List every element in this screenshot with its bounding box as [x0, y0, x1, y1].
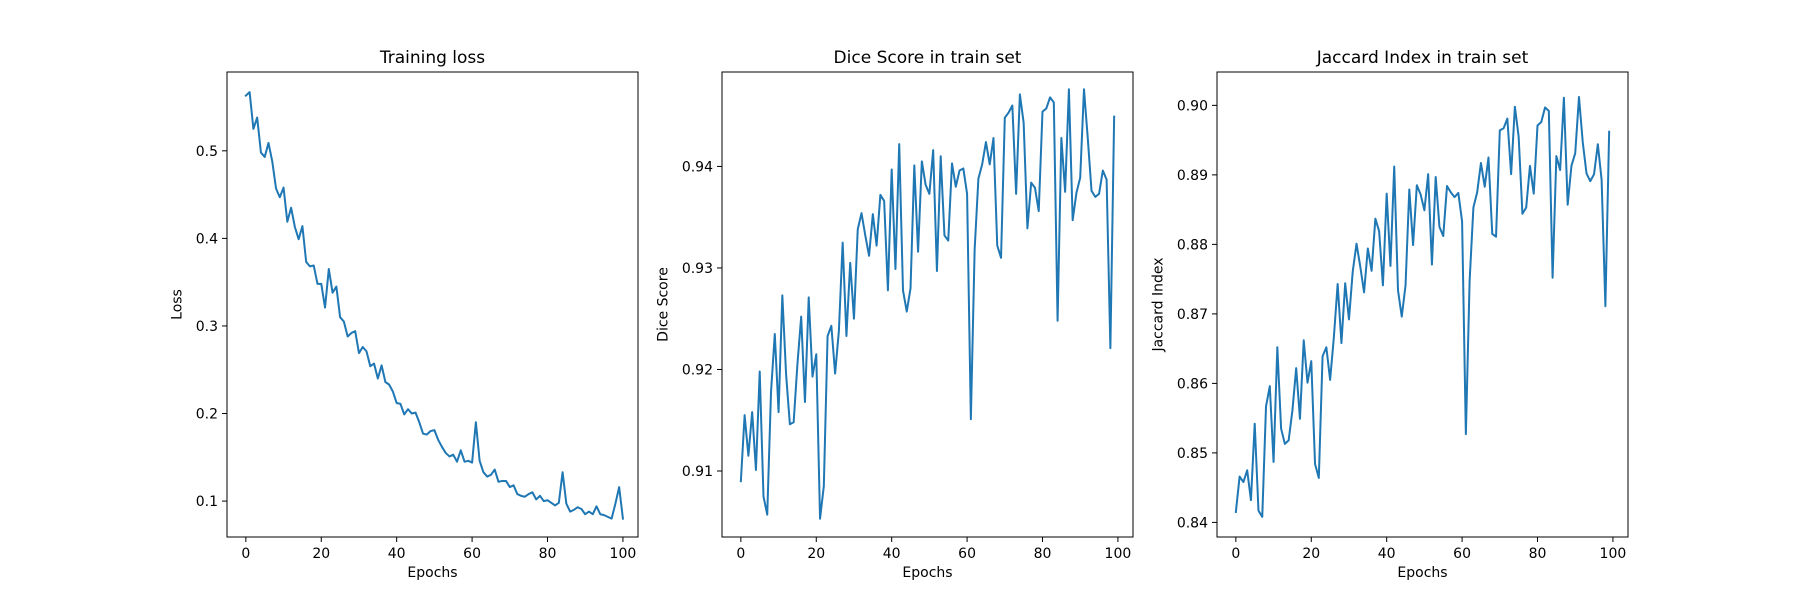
chart-1-axes-frame	[226, 71, 639, 538]
chart-1-xlabel: Epochs	[407, 565, 457, 581]
y-tick-label: 0.87	[1177, 307, 1208, 323]
x-tick-label: 40	[883, 546, 901, 562]
x-tick-label: 40	[1378, 546, 1396, 562]
chart-3-title: Jaccard Index in train set	[1316, 48, 1529, 68]
y-tick-label: 0.90	[1177, 98, 1208, 114]
chart-2-axes-frame	[721, 71, 1134, 538]
y-tick-label: 0.91	[682, 464, 713, 480]
y-tick-label: 0.4	[196, 231, 218, 247]
chart-3-series-1-line	[1234, 96, 1611, 518]
chart-2-xlabel: Epochs	[902, 565, 952, 581]
y-tick-label: 0.84	[1177, 515, 1208, 531]
x-tick-label: 60	[1453, 546, 1471, 562]
chart-3-xlabel: Epochs	[1397, 565, 1447, 581]
x-tick-label: 0	[241, 546, 250, 562]
x-tick-label: 100	[1600, 546, 1627, 562]
y-tick-label: 0.86	[1177, 376, 1208, 392]
x-tick-label: 20	[312, 546, 330, 562]
y-tick-label: 0.92	[682, 362, 713, 378]
x-tick-label: 80	[1034, 546, 1052, 562]
chart-1-series-1-line	[244, 91, 625, 520]
x-tick-label: 80	[539, 546, 557, 562]
x-tick-label: 0	[1231, 546, 1240, 562]
x-tick-label: 60	[958, 546, 976, 562]
chart-2-ylabel: Dice Score	[655, 267, 671, 342]
y-tick-label: 0.93	[682, 261, 713, 277]
y-tick-label: 0.5	[196, 144, 218, 160]
x-tick-label: 60	[463, 546, 481, 562]
y-tick-label: 0.89	[1177, 168, 1208, 184]
x-tick-label: 40	[388, 546, 406, 562]
x-tick-label: 100	[1105, 546, 1132, 562]
chart-3-axes-frame	[1216, 71, 1629, 538]
chart-1-title: Training loss	[379, 48, 485, 68]
chart-2-series-1-line	[739, 88, 1116, 520]
y-tick-label: 0.85	[1177, 446, 1208, 462]
chart-1-ylabel: Loss	[169, 289, 185, 320]
x-tick-label: 20	[807, 546, 825, 562]
chart-3-ylabel: Jaccard Index	[1150, 257, 1166, 352]
y-tick-label: 0.2	[196, 407, 218, 423]
y-tick-label: 0.88	[1177, 237, 1208, 253]
y-tick-label: 0.1	[196, 494, 218, 510]
y-tick-label: 0.94	[682, 159, 713, 175]
x-tick-label: 80	[1529, 546, 1547, 562]
y-tick-label: 0.3	[196, 319, 218, 335]
x-tick-label: 100	[610, 546, 637, 562]
x-tick-label: 20	[1302, 546, 1320, 562]
x-tick-label: 0	[736, 546, 745, 562]
chart-2-title: Dice Score in train set	[834, 48, 1022, 68]
